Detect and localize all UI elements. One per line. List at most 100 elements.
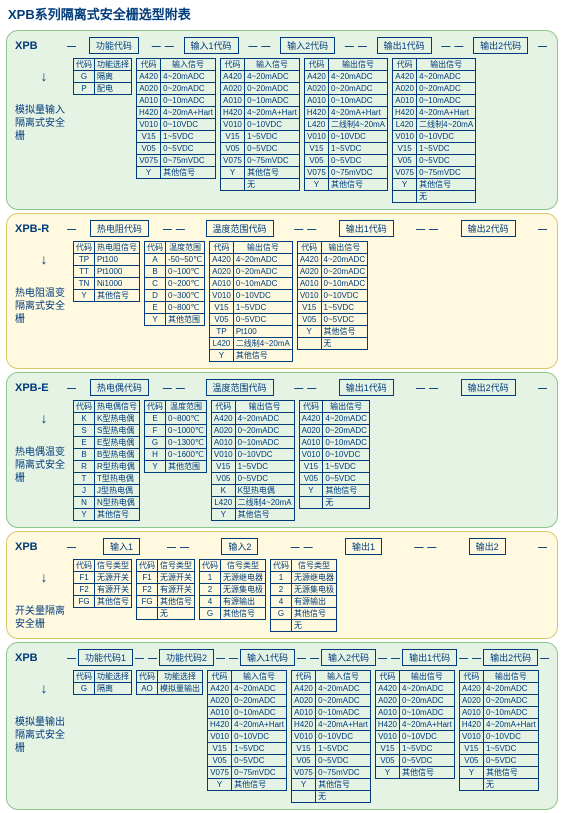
table-cell: 无 — [245, 179, 300, 191]
table-cell: 4~20mADC — [323, 413, 370, 425]
table-cell: 其他信号 — [400, 767, 455, 779]
table-header: 输出信号 — [233, 242, 292, 254]
table-cell: 0~10VDC — [417, 131, 476, 143]
table-cell: F2 — [74, 584, 95, 596]
table-cell: 4~20mADC — [161, 71, 216, 83]
header-box: 温度范围代码 — [206, 379, 274, 396]
section-prefix: XPB-R — [15, 223, 65, 235]
table-row: A0100~10mADC — [299, 437, 369, 449]
table-cell: 0~20mADC — [321, 266, 368, 278]
table-cell: 其他信号 — [95, 290, 140, 302]
code-table: 代码热电阻信号TPPt100TTPt1000TNNi1000Y其他信号 — [73, 241, 140, 302]
table-cell: 其他信号 — [233, 350, 292, 362]
code-table: 代码输出信号A4204~20mADCA0200~20mADCA0100~10mA… — [392, 58, 476, 203]
table-row: H4204~20mA+Hart — [459, 719, 538, 731]
table-row: V0100~10VDC — [375, 731, 454, 743]
table-cell — [220, 179, 244, 191]
table-cell: S型热电偶 — [95, 425, 140, 437]
arrow-down-icon: ↓ — [15, 68, 73, 84]
table-row: Y其他信号 — [74, 290, 140, 302]
table-row: V050~5VDC — [210, 314, 293, 326]
table-header: 输出信号 — [400, 671, 455, 683]
table-cell: V05 — [211, 473, 235, 485]
table-cell — [393, 191, 417, 203]
table-row: NN型热电偶 — [74, 497, 140, 509]
table-cell: 其他信号 — [161, 167, 216, 179]
dash: — — [416, 224, 425, 234]
dash: — — [538, 542, 547, 552]
table-cell: 0~75mVDC — [232, 767, 287, 779]
code-table: 代码温度范围A-50~50℃B0~100℃C0~200℃D0~300℃E0~80… — [144, 241, 205, 326]
dash: — — [135, 653, 144, 663]
table-row: A0100~10mADC — [459, 707, 538, 719]
header-box: 输出2代码 — [473, 37, 528, 54]
dash: — — [180, 542, 189, 552]
table-row: KK型热电偶 — [74, 413, 140, 425]
dash: — — [261, 41, 270, 51]
table-row: V151~5VDC — [299, 461, 369, 473]
table-cell: G — [271, 608, 292, 620]
table-row: A4204~20mADC — [459, 683, 538, 695]
table-cell: 0~10VDC — [323, 449, 370, 461]
table-cell: 1~5VDC — [245, 131, 300, 143]
table-row: Y其他信号 — [211, 509, 294, 521]
table-cell: V15 — [210, 302, 234, 314]
code-table: 代码信号类型F1无源开关F2有源开关FG其他信号无 — [136, 559, 195, 620]
dash: — — [67, 224, 76, 234]
table-cell: 0~5VDC — [321, 314, 368, 326]
table-cell: 其他信号 — [235, 509, 294, 521]
table-cell: H420 — [393, 107, 417, 119]
table-cell: A020 — [137, 83, 161, 95]
table-cell: 1~5VDC — [483, 743, 538, 755]
table-row: JJ型热电偶 — [74, 485, 140, 497]
arrow-down-icon: ↓ — [15, 569, 73, 585]
section-label: 开关量隔离安全栅 — [15, 605, 73, 631]
table-row: V151~5VDC — [211, 461, 294, 473]
table-cell: 隔离 — [95, 71, 132, 83]
table-cell: 0~10VDC — [321, 290, 368, 302]
table-cell: 0~20mADC — [483, 695, 538, 707]
table-row: A4204~20mADC — [297, 254, 367, 266]
table-cell: 无 — [323, 497, 370, 509]
dash: — — [345, 41, 354, 51]
table-row: A4204~20mADC — [210, 254, 293, 266]
table-header: 代码 — [271, 560, 292, 572]
section: XPB-R—热电阻代码——温度范围代码——输出1代码——输出2代码—↓热电阻温变… — [6, 213, 558, 369]
table-cell: 4~20mA+Hart — [329, 107, 388, 119]
table-cell: 4~20mADC — [400, 683, 455, 695]
table-row: A0200~20mADC — [375, 695, 454, 707]
table-header: 代码 — [145, 401, 166, 413]
dash: — — [454, 41, 463, 51]
dash: — — [310, 653, 319, 663]
table-cell: Y — [145, 314, 166, 326]
table-cell: 2 — [271, 584, 292, 596]
header-box: 功能代码 — [89, 37, 139, 54]
table-row: Y其他信号 — [208, 779, 287, 791]
table-header: 代码 — [220, 59, 244, 71]
dash: — — [229, 653, 238, 663]
table-cell: J型热电偶 — [95, 485, 140, 497]
table-cell: Y — [291, 779, 315, 791]
table-row: Y其他范围 — [145, 314, 205, 326]
table-header: 代码 — [74, 242, 95, 254]
dash: — — [294, 224, 303, 234]
table-row: V0750~75mVDC — [291, 767, 370, 779]
table-cell: TP — [210, 326, 234, 338]
table-cell: A420 — [291, 683, 315, 695]
table-cell: 4 — [200, 596, 221, 608]
table-cell: H420 — [291, 719, 315, 731]
dash: — — [163, 224, 172, 234]
table-row: A4204~20mADC — [291, 683, 370, 695]
table-cell: E — [74, 437, 95, 449]
dash: — — [294, 383, 303, 393]
table-cell: Ni1000 — [95, 278, 140, 290]
dash: — — [358, 41, 367, 51]
table-row: 无 — [299, 497, 369, 509]
dash: — — [148, 653, 157, 663]
dash: — — [378, 653, 387, 663]
table-cell: V15 — [291, 743, 315, 755]
table-cell: A010 — [220, 95, 244, 107]
table-cell: 0~75mVDC — [316, 767, 371, 779]
table-cell: T — [74, 473, 95, 485]
dash: — — [167, 542, 176, 552]
